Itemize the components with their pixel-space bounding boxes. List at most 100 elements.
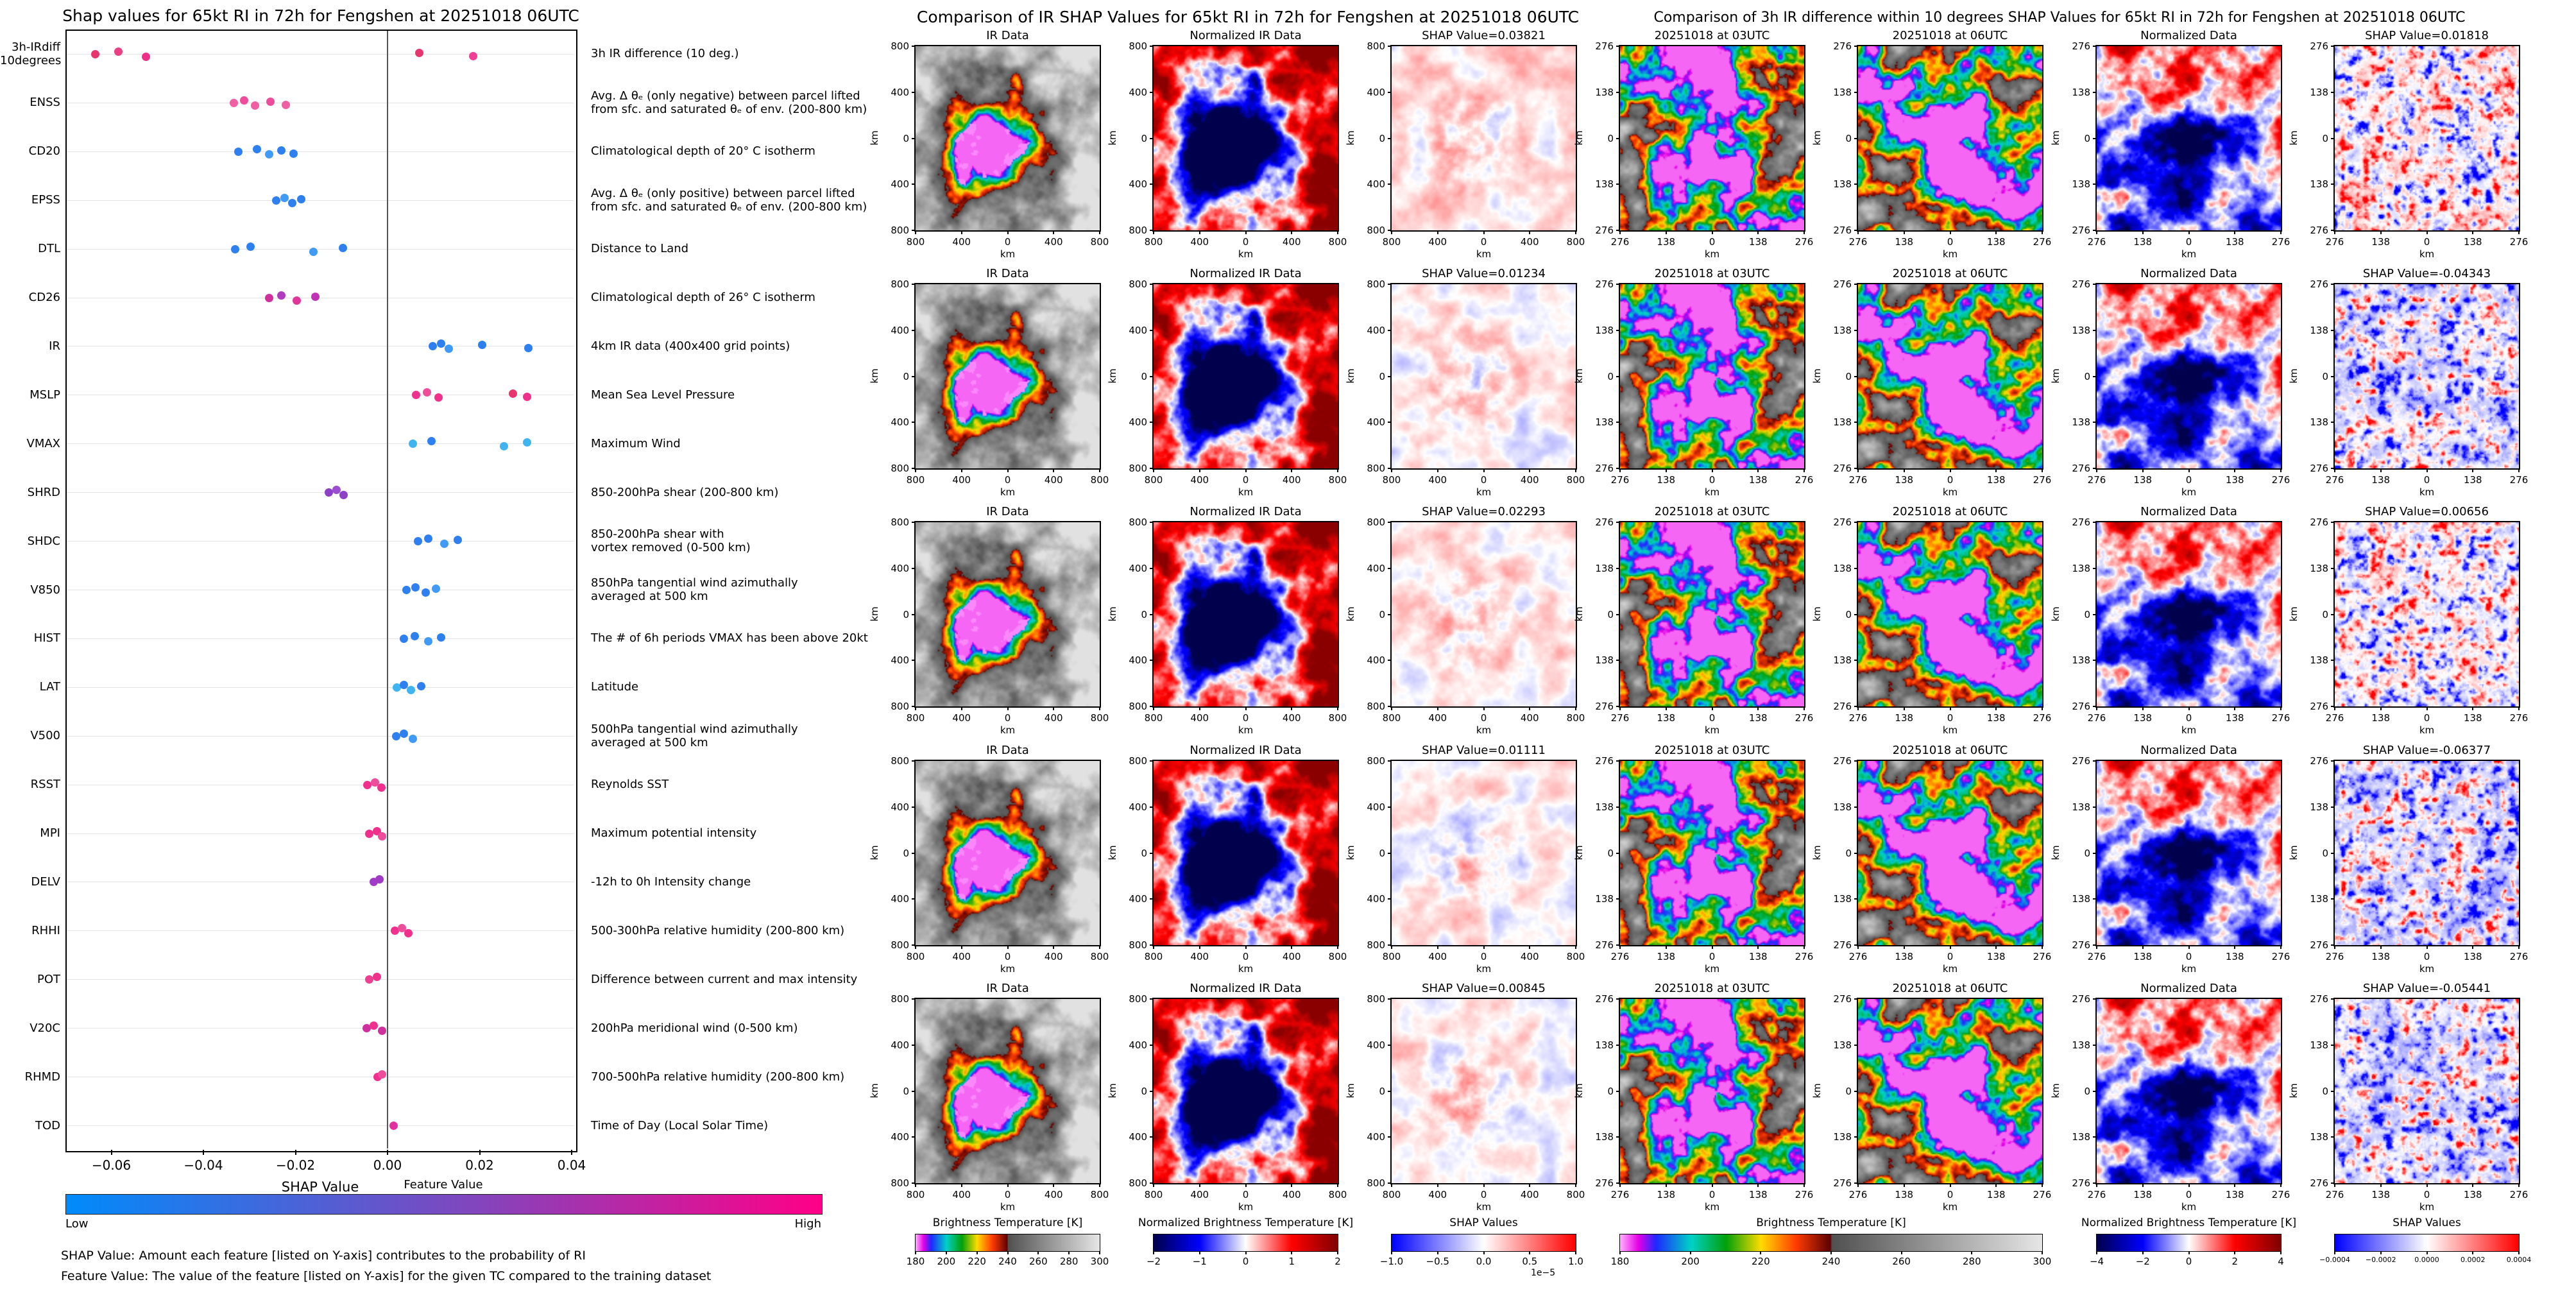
y-tick-label: 400	[1367, 1039, 1385, 1051]
cb-tick-mark	[2380, 1251, 2382, 1254]
y-tick-mark	[1150, 1090, 1154, 1092]
y-tick-mark	[1388, 46, 1392, 47]
x-tick-mark	[915, 706, 916, 710]
x-tick-label: 400	[952, 236, 971, 248]
shap-point	[413, 537, 422, 546]
y-tick-mark	[2331, 898, 2335, 900]
x-tick-label: −0.06	[91, 1157, 132, 1173]
feature-description-line: The # of 6h periods VMAX has been above …	[591, 631, 868, 645]
x-tick-mark	[1007, 230, 1009, 234]
shap-map-image	[1390, 45, 1577, 232]
x-tick-label: 276	[2271, 474, 2290, 486]
y-tick-label: 138	[2310, 324, 2328, 336]
y-axis-label: km	[1107, 368, 1118, 384]
x-axis-label: km	[1704, 724, 1720, 736]
y-tick-mark	[1616, 1136, 1620, 1138]
x-tick-mark	[1153, 230, 1154, 234]
x-tick-label: 276	[1610, 236, 1630, 248]
y-tick-mark	[2093, 375, 2097, 377]
x-tick-mark	[1665, 230, 1667, 234]
y-tick-label: 800	[1129, 993, 1147, 1005]
x-tick-mark	[2518, 945, 2520, 949]
y-tick-label: 276	[1595, 225, 1614, 236]
cell-title: SHAP Value=0.01234	[1422, 267, 1546, 280]
x-axis-label: km	[1704, 1201, 1720, 1213]
x-tick-mark	[1711, 468, 1713, 472]
x-tick-label: 0	[1242, 712, 1249, 724]
y-axis-label: km	[1811, 606, 1823, 622]
y-axis-label: km	[1345, 130, 1356, 146]
y-tick-label: 138	[1833, 178, 1852, 191]
feature-description: 3h IR difference (10 deg.)	[591, 47, 886, 60]
y-tick-mark	[1854, 613, 1858, 615]
caption-feature-value: Feature Value: The value of the feature …	[61, 1269, 712, 1283]
feature-description-line: Distance to Land	[591, 242, 689, 256]
y-axis-label: km	[2288, 1082, 2299, 1098]
x-tick-mark	[1198, 706, 1200, 710]
y-tick-label: 800	[1367, 40, 1385, 52]
x-tick-label: 138	[1986, 1189, 2006, 1200]
y-tick-label: 800	[891, 1177, 909, 1189]
y-tick-label: 800	[1367, 278, 1385, 290]
x-tick-mark	[1483, 468, 1485, 472]
feature-name: MSLP	[0, 388, 60, 402]
x-tick-mark	[2380, 468, 2382, 472]
x-tick-label: 0	[1947, 1189, 1954, 1200]
feature-description: 500-300hPa relative humidity (200-800 km…	[591, 924, 886, 937]
x-tick-label: 138	[1657, 951, 1676, 962]
shap-point	[277, 291, 286, 300]
feature-description-line: 3h IR difference (10 deg.)	[591, 47, 739, 61]
y-tick-label: 0	[1141, 608, 1147, 620]
x-tick-label: 138	[2225, 1189, 2244, 1200]
shap-point	[311, 292, 320, 301]
x-tick-label: 276	[1795, 474, 1814, 486]
x-tick-mark	[1757, 230, 1759, 234]
y-tick-label: 138	[1833, 562, 1852, 574]
shap-map-image	[2333, 521, 2520, 708]
y-tick-label: 0	[903, 132, 909, 144]
y-tick-mark	[912, 184, 916, 185]
x-tick-label: 0	[1242, 951, 1249, 962]
cb-tick-mark	[2280, 1251, 2282, 1254]
y-tick-mark	[1616, 706, 1620, 707]
feature-description: Mean Sea Level Pressure	[591, 388, 886, 402]
y-tick-mark	[1854, 184, 1858, 185]
ir-grid-title: Comparison of IR SHAP Values for 65kt RI…	[916, 8, 1580, 26]
x-tick-mark	[1903, 230, 1905, 234]
y-tick-label: 276	[2072, 993, 2090, 1005]
cell-title: Normalized IR Data	[1190, 267, 1302, 280]
y-tick-mark	[912, 944, 916, 946]
ir-03utc-image	[1619, 998, 1805, 1184]
y-tick-mark	[1616, 329, 1620, 331]
feature-value-colorbar-label: Feature Value	[404, 1178, 483, 1191]
x-tick-label: 400	[1282, 1189, 1301, 1200]
feature-description: 850-200hPa shear (200-800 km)	[591, 486, 886, 499]
y-tick-mark	[1150, 706, 1154, 707]
feature-name: SHDC	[0, 534, 60, 548]
x-tick-label: 800	[906, 236, 925, 248]
feature-description-line: averaged at 500 km	[591, 735, 708, 749]
shap-point	[292, 296, 301, 305]
y-tick-label: 800	[1129, 755, 1147, 767]
feature-description: 4km IR data (400x400 grid points)	[591, 339, 886, 353]
x-axis-label: km	[1238, 248, 1254, 260]
x-tick-label: 400	[1190, 951, 1209, 962]
y-tick-label: 138	[2072, 324, 2090, 336]
cb-tick-label: 0	[1242, 1256, 1249, 1267]
y-tick-label: 276	[1833, 701, 1852, 712]
y-tick-mark	[912, 284, 916, 285]
y-tick-label: 0	[2084, 608, 2090, 620]
ir-03utc-image	[1619, 283, 1805, 470]
y-tick-label: 0	[1379, 132, 1385, 144]
shap-point	[524, 344, 533, 353]
x-tick-mark	[1291, 706, 1293, 710]
cell-title: SHAP Value=-0.05441	[2362, 982, 2491, 995]
y-tick-mark	[2331, 660, 2335, 662]
cb-tick-label: 2	[2231, 1256, 2239, 1267]
feature-description: -12h to 0h Intensity change	[591, 875, 886, 889]
shap-point	[409, 734, 418, 743]
y-tick-label: 0	[1379, 370, 1385, 382]
beeswarm-title: Shap values for 65kt RI in 72h for Fengs…	[62, 6, 579, 25]
x-axis-label: km	[2419, 724, 2435, 736]
feature-name: DELV	[0, 875, 60, 889]
